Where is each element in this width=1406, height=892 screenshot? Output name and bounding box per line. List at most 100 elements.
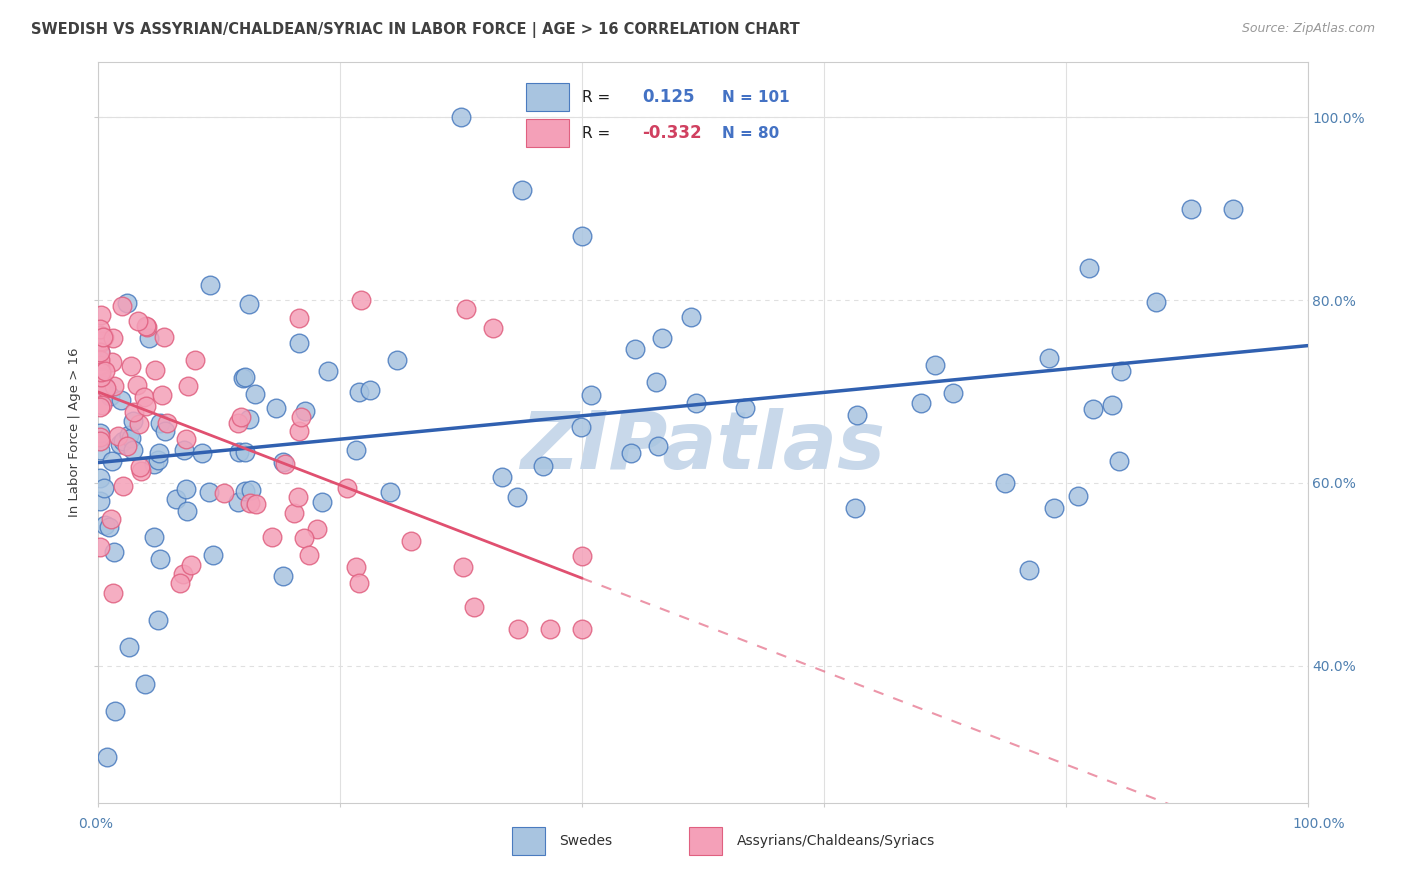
Point xyxy=(506,490,529,504)
Point xyxy=(378,484,401,499)
Point xyxy=(463,600,485,615)
Bar xyxy=(512,827,546,855)
Point xyxy=(1222,202,1244,216)
Point xyxy=(138,331,160,345)
Point xyxy=(89,540,111,554)
Point xyxy=(174,432,197,446)
Point xyxy=(491,470,513,484)
Point xyxy=(101,454,124,468)
Point xyxy=(118,428,141,442)
Point xyxy=(89,345,111,359)
Point xyxy=(118,640,141,655)
Point xyxy=(90,364,112,378)
Point xyxy=(651,330,673,344)
Point xyxy=(451,560,474,574)
Text: 0.0%: 0.0% xyxy=(79,817,112,830)
Point xyxy=(110,393,132,408)
Point xyxy=(287,424,309,438)
Point xyxy=(271,569,294,583)
Point xyxy=(89,382,111,396)
Point xyxy=(125,378,148,392)
Point xyxy=(844,501,866,516)
Text: Source: ZipAtlas.com: Source: ZipAtlas.com xyxy=(1241,22,1375,36)
Point xyxy=(96,750,118,764)
Point xyxy=(94,517,117,532)
Point xyxy=(177,379,200,393)
Point xyxy=(107,428,129,442)
Point xyxy=(1018,563,1040,577)
Text: 100.0%: 100.0% xyxy=(1292,817,1346,830)
Point xyxy=(94,364,117,378)
Point xyxy=(385,353,408,368)
Point xyxy=(347,576,370,591)
Point xyxy=(156,416,179,430)
Point xyxy=(128,417,150,431)
Point xyxy=(1083,401,1105,416)
Point xyxy=(121,442,143,457)
Point xyxy=(180,558,202,573)
Point xyxy=(149,416,172,430)
Point xyxy=(89,322,111,336)
Point xyxy=(344,442,367,457)
Point xyxy=(571,229,593,244)
Text: ZIPatlas: ZIPatlas xyxy=(520,409,886,486)
Point xyxy=(942,385,965,400)
Point xyxy=(89,434,111,449)
Point xyxy=(89,494,111,508)
Point xyxy=(97,519,120,533)
Point xyxy=(579,388,602,402)
Point xyxy=(142,530,165,544)
Point xyxy=(228,444,250,458)
Point xyxy=(198,277,221,292)
Point xyxy=(288,335,311,350)
Point xyxy=(399,534,422,549)
Point xyxy=(89,370,111,384)
Point xyxy=(845,408,868,422)
Point xyxy=(90,334,112,349)
Point xyxy=(103,585,125,599)
Point xyxy=(1180,202,1202,216)
Point xyxy=(274,457,297,471)
Text: Assyrians/Chaldeans/Syriacs: Assyrians/Chaldeans/Syriacs xyxy=(737,834,935,847)
Point xyxy=(685,396,707,410)
Point xyxy=(93,481,115,495)
Point xyxy=(994,475,1017,490)
Point xyxy=(226,416,249,430)
Point xyxy=(287,490,309,504)
Point xyxy=(89,353,111,368)
Point xyxy=(645,375,668,389)
Point xyxy=(111,434,134,449)
Point xyxy=(316,364,339,378)
Point xyxy=(115,439,138,453)
Text: Swedes: Swedes xyxy=(560,834,613,847)
Point xyxy=(311,495,333,509)
Point xyxy=(150,388,173,402)
Point xyxy=(456,302,478,317)
Point xyxy=(89,345,111,359)
Point xyxy=(184,353,207,368)
Point xyxy=(298,549,321,563)
Point xyxy=(89,442,111,457)
Point xyxy=(238,297,260,311)
Point xyxy=(148,613,170,627)
Point xyxy=(197,484,219,499)
Point xyxy=(143,363,166,377)
Point xyxy=(100,512,122,526)
Point xyxy=(165,492,187,507)
Point xyxy=(135,318,157,333)
Point xyxy=(569,420,592,434)
Point xyxy=(233,445,256,459)
Point xyxy=(232,370,254,384)
Point xyxy=(110,437,132,451)
Point xyxy=(910,396,932,410)
Point xyxy=(89,434,111,449)
Point xyxy=(243,387,266,401)
Point xyxy=(89,430,111,444)
Point xyxy=(89,358,111,372)
Point xyxy=(538,622,561,636)
Point xyxy=(169,576,191,591)
Point xyxy=(100,354,122,368)
Point xyxy=(233,484,256,499)
Point xyxy=(127,314,149,328)
Point xyxy=(93,378,115,392)
